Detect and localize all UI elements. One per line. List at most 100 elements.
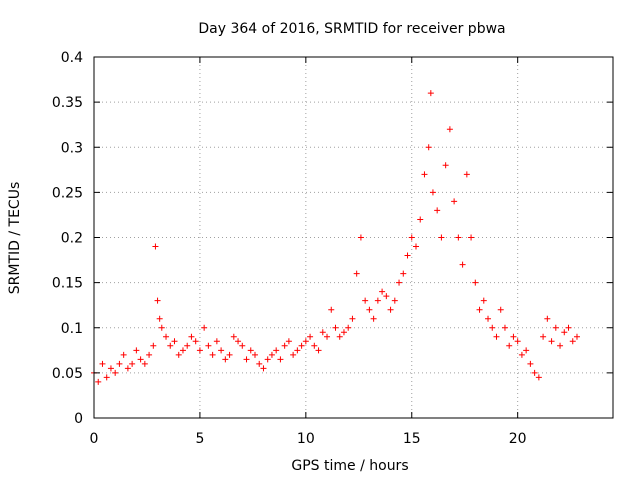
data-point: [239, 342, 246, 349]
data-point: [107, 365, 114, 372]
y-tick-labels: 0 0.05 0.1 0.15 0.2 0.25 0.3 0.35 0.4: [52, 50, 83, 427]
data-point: [336, 333, 343, 340]
data-point: [383, 293, 390, 300]
data-point: [156, 315, 163, 322]
y-tick-label: 0.35: [52, 95, 83, 111]
data-point: [370, 315, 377, 322]
data-point: [548, 338, 555, 345]
data-point: [226, 351, 233, 358]
y-tick-label: 0.15: [52, 276, 83, 292]
x-tick-label: 5: [195, 431, 204, 447]
data-point: [429, 189, 436, 196]
data-point: [427, 90, 434, 97]
x-tick-label: 0: [90, 431, 99, 447]
data-point: [468, 234, 475, 241]
data-point: [446, 126, 453, 133]
data-point: [396, 279, 403, 286]
data-point: [489, 324, 496, 331]
data-point: [374, 297, 381, 304]
data-point: [251, 351, 258, 358]
plot-frame: [93, 56, 614, 419]
data-point: [408, 234, 415, 241]
data-point: [514, 338, 521, 345]
data-point: [268, 351, 275, 358]
data-point: [141, 360, 148, 367]
data-point: [565, 324, 572, 331]
chart-title: Day 364 of 2016, SRMTID for receiver pbw…: [198, 21, 505, 37]
data-point: [544, 315, 551, 322]
y-tick-label: 0.2: [61, 231, 83, 247]
data-point: [425, 144, 432, 151]
data-point: [340, 329, 347, 336]
x-tick-label: 15: [403, 431, 421, 447]
data-point: [307, 333, 314, 340]
data-point: [561, 329, 568, 336]
axis-ticks: [93, 56, 613, 419]
data-point: [400, 270, 407, 277]
data-point: [319, 329, 326, 336]
data-point: [557, 342, 564, 349]
data-point: [472, 279, 479, 286]
data-point: [552, 324, 559, 331]
data-point: [455, 234, 462, 241]
y-tick-label: 0.05: [52, 366, 83, 382]
y-tick-label: 0.4: [61, 50, 83, 66]
data-point: [167, 342, 174, 349]
data-point: [103, 374, 110, 381]
data-point: [99, 360, 106, 367]
data-point: [315, 347, 322, 354]
data-point: [277, 356, 284, 363]
data-point: [184, 342, 191, 349]
data-point: [459, 261, 466, 268]
data-point: [129, 360, 136, 367]
data-point: [179, 347, 186, 354]
data-point: [387, 306, 394, 313]
data-point: [152, 243, 159, 250]
data-point: [260, 365, 267, 372]
data-point: [133, 347, 140, 354]
data-point: [391, 297, 398, 304]
data-point: [506, 342, 513, 349]
x-tick-label: 10: [297, 431, 315, 447]
data-point: [201, 324, 208, 331]
x-axis-label: GPS time / hours: [291, 458, 408, 474]
data-point: [247, 347, 254, 354]
data-point: [222, 356, 229, 363]
data-point: [357, 234, 364, 241]
data-point: [218, 347, 225, 354]
data-point: [124, 365, 131, 372]
data-points: [91, 90, 580, 385]
data-point: [349, 315, 356, 322]
data-point: [463, 171, 470, 178]
data-point: [146, 351, 153, 358]
y-tick-label: 0.3: [61, 140, 83, 156]
data-point: [243, 356, 250, 363]
data-point: [497, 306, 504, 313]
data-point: [345, 324, 352, 331]
data-point: [412, 243, 419, 250]
data-point: [285, 338, 292, 345]
data-point: [196, 347, 203, 354]
data-point: [120, 351, 127, 358]
data-point: [451, 198, 458, 205]
data-point: [137, 356, 144, 363]
data-point: [328, 306, 335, 313]
data-point: [294, 347, 301, 354]
data-point: [480, 297, 487, 304]
data-point: [332, 324, 339, 331]
data-point: [531, 369, 538, 376]
data-point: [171, 338, 178, 345]
data-point: [273, 347, 280, 354]
data-point: [417, 216, 424, 223]
data-point: [256, 360, 263, 367]
data-point: [362, 297, 369, 304]
y-axis-label: SRMTID / TECUs: [7, 182, 23, 295]
data-point: [438, 234, 445, 241]
data-point: [523, 347, 530, 354]
data-point: [573, 333, 580, 340]
data-point: [150, 342, 157, 349]
data-point: [298, 342, 305, 349]
data-point: [158, 324, 165, 331]
data-point: [379, 288, 386, 295]
data-point: [518, 351, 525, 358]
